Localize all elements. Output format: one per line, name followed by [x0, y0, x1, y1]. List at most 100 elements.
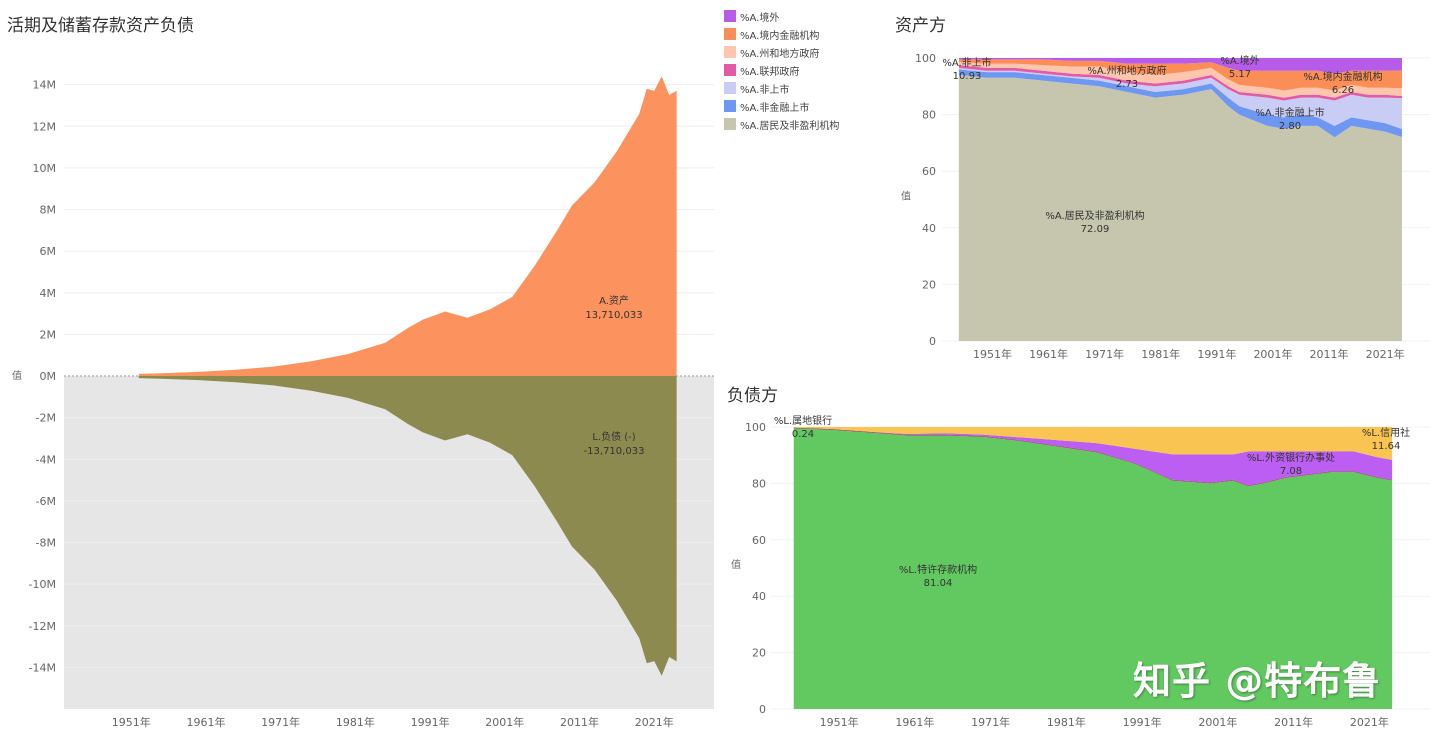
legend-swatch	[724, 28, 736, 40]
x-tick-label: 2021年	[1366, 347, 1405, 361]
y-tick-label: 0M	[40, 370, 57, 383]
annotation-value: 0.24	[792, 429, 814, 440]
legend-label: %A.境内金融机构	[740, 30, 820, 42]
y-tick-label: 8M	[40, 204, 57, 217]
annotation-label: %L.信用社	[1362, 426, 1410, 439]
legend-item[interactable]: %A.非金融上市	[724, 97, 839, 115]
main-chart-title: 活期及储蓄存款资产负债	[7, 16, 194, 36]
y-tick-label: 60	[752, 534, 766, 547]
y-tick-label: -2M	[36, 412, 56, 425]
y-tick-label: 80	[922, 109, 936, 122]
y-tick-label: 2M	[40, 328, 57, 341]
assets-chart-title: 资产方	[895, 16, 946, 36]
x-tick-label: 1951年	[112, 715, 151, 729]
legend-swatch	[724, 118, 736, 130]
liability-area	[138, 376, 677, 676]
legend-label: %A.境外	[740, 12, 780, 24]
y-tick-label: 4M	[40, 287, 57, 300]
y-tick-label: 60	[922, 165, 936, 178]
liabilities-area-3	[793, 427, 1393, 460]
y-tick-label: 0	[929, 335, 936, 348]
annotation-label: %A.非上市	[942, 56, 991, 69]
annotation-value: 10.93	[953, 71, 982, 82]
annotation-value: -13,710,033	[584, 446, 645, 457]
annotation-label: %A.居民及非盈利机构	[1045, 209, 1144, 222]
assets-area-6	[958, 58, 1402, 74]
asset-area	[138, 76, 677, 377]
legend-label: %A.非金融上市	[740, 102, 810, 114]
x-tick-label: 2001年	[485, 715, 524, 729]
x-tick-label: 1981年	[336, 715, 375, 729]
x-tick-label: 1991年	[411, 715, 450, 729]
annotation-label: %A.境内金融机构	[1303, 70, 1382, 83]
legend-swatch	[724, 10, 736, 22]
y-tick-label: 20	[922, 278, 936, 291]
legend-label: %A.居民及非盈利机构	[740, 120, 840, 132]
annotation-label: %L.属地银行	[774, 414, 832, 427]
main-chart: 14M 12M 10M 8M 6M 4M 2M 0M -2M -4M -6M -8M -10M -12M -…	[12, 76, 714, 729]
liabilities-area-0	[793, 428, 1393, 709]
assets-area-4	[958, 62, 1402, 98]
liabilities-chart-title: 负债方	[727, 386, 778, 406]
y-tick-label: -10M	[29, 578, 56, 591]
legend-label: %A.州和地方政府	[740, 48, 820, 60]
annotation-value: 5.17	[1229, 69, 1251, 80]
y-tick-label: 100	[915, 52, 936, 65]
x-tick-label: 1971年	[971, 715, 1010, 729]
x-tick-label: 2011年	[1310, 347, 1349, 361]
annotation-value: 72.09	[1081, 224, 1110, 235]
annotation-label: %A.州和地方政府	[1087, 64, 1166, 77]
annotation-label: %L.特许存款机构	[899, 563, 977, 576]
y-tick-label: 40	[922, 222, 936, 235]
assets-area-2	[958, 67, 1402, 130]
x-tick-label: 1971年	[261, 715, 300, 729]
y-tick-label: 10M	[33, 162, 57, 175]
x-tick-label: 2021年	[635, 715, 674, 729]
x-tick-label: 1951年	[973, 347, 1012, 361]
legend-swatch	[724, 46, 736, 58]
x-tick-label: 1981年	[1141, 347, 1180, 361]
annotation-label: L.负债 (-)	[592, 430, 635, 443]
y-tick-label: 0	[759, 703, 766, 716]
y-tick-label: 14M	[33, 79, 57, 92]
legend-item[interactable]: %A.居民及非盈利机构	[724, 115, 839, 133]
legend-item[interactable]: %A.境内金融机构	[724, 25, 839, 43]
assets-chart: 0 20 40 60 80 100 1951年 1961年 1971年 1981年 1991年 200…	[901, 52, 1430, 361]
y-axis-label: 值	[12, 369, 22, 382]
x-tick-label: 1981年	[1047, 715, 1086, 729]
y-tick-label: 100	[745, 421, 766, 434]
x-tick-label: 1961年	[186, 715, 225, 729]
annotation-label: %A.境外	[1220, 54, 1259, 67]
assets-area-5	[958, 59, 1402, 91]
y-axis-label: 值	[731, 558, 741, 571]
annotation-value: 7.08	[1280, 466, 1302, 477]
annotation-label: %L.外资银行办事处	[1247, 451, 1335, 464]
y-tick-label: 80	[752, 477, 766, 490]
y-tick-label: -12M	[29, 620, 56, 633]
x-tick-label: 1991年	[1197, 347, 1236, 361]
y-tick-label: -4M	[36, 453, 56, 466]
x-tick-label: 2001年	[1198, 715, 1237, 729]
y-tick-label: -14M	[29, 661, 56, 674]
annotation-label: A.资产	[599, 294, 629, 307]
legend-item[interactable]: %A.境外	[724, 7, 839, 25]
y-tick-label: -6M	[36, 495, 56, 508]
x-tick-label: 2021年	[1350, 715, 1389, 729]
legend-item[interactable]: %A.非上市	[724, 79, 839, 97]
watermark: 知乎 @特布鲁	[1133, 659, 1382, 703]
assets-area-1	[958, 69, 1402, 138]
x-tick-label: 2011年	[1274, 715, 1313, 729]
liabilities-chart: 0 20 40 60 80 100 1951年 1961年 1971年 1981年 1991年 200…	[731, 414, 1430, 729]
legend-item[interactable]: %A.联邦政府	[724, 61, 839, 79]
annotation-value: 81.04	[924, 578, 953, 589]
assets-area-0	[958, 74, 1402, 341]
assets-area-3	[958, 65, 1402, 101]
x-tick-label: 1961年	[895, 715, 934, 729]
y-tick-label: 12M	[33, 120, 57, 133]
legend-swatch	[724, 100, 736, 112]
x-tick-label: 2011年	[560, 715, 599, 729]
legend-item[interactable]: %A.州和地方政府	[724, 43, 839, 61]
annotation-label: %A.非金融上市	[1255, 106, 1324, 119]
annotation-value: 6.26	[1332, 85, 1354, 96]
